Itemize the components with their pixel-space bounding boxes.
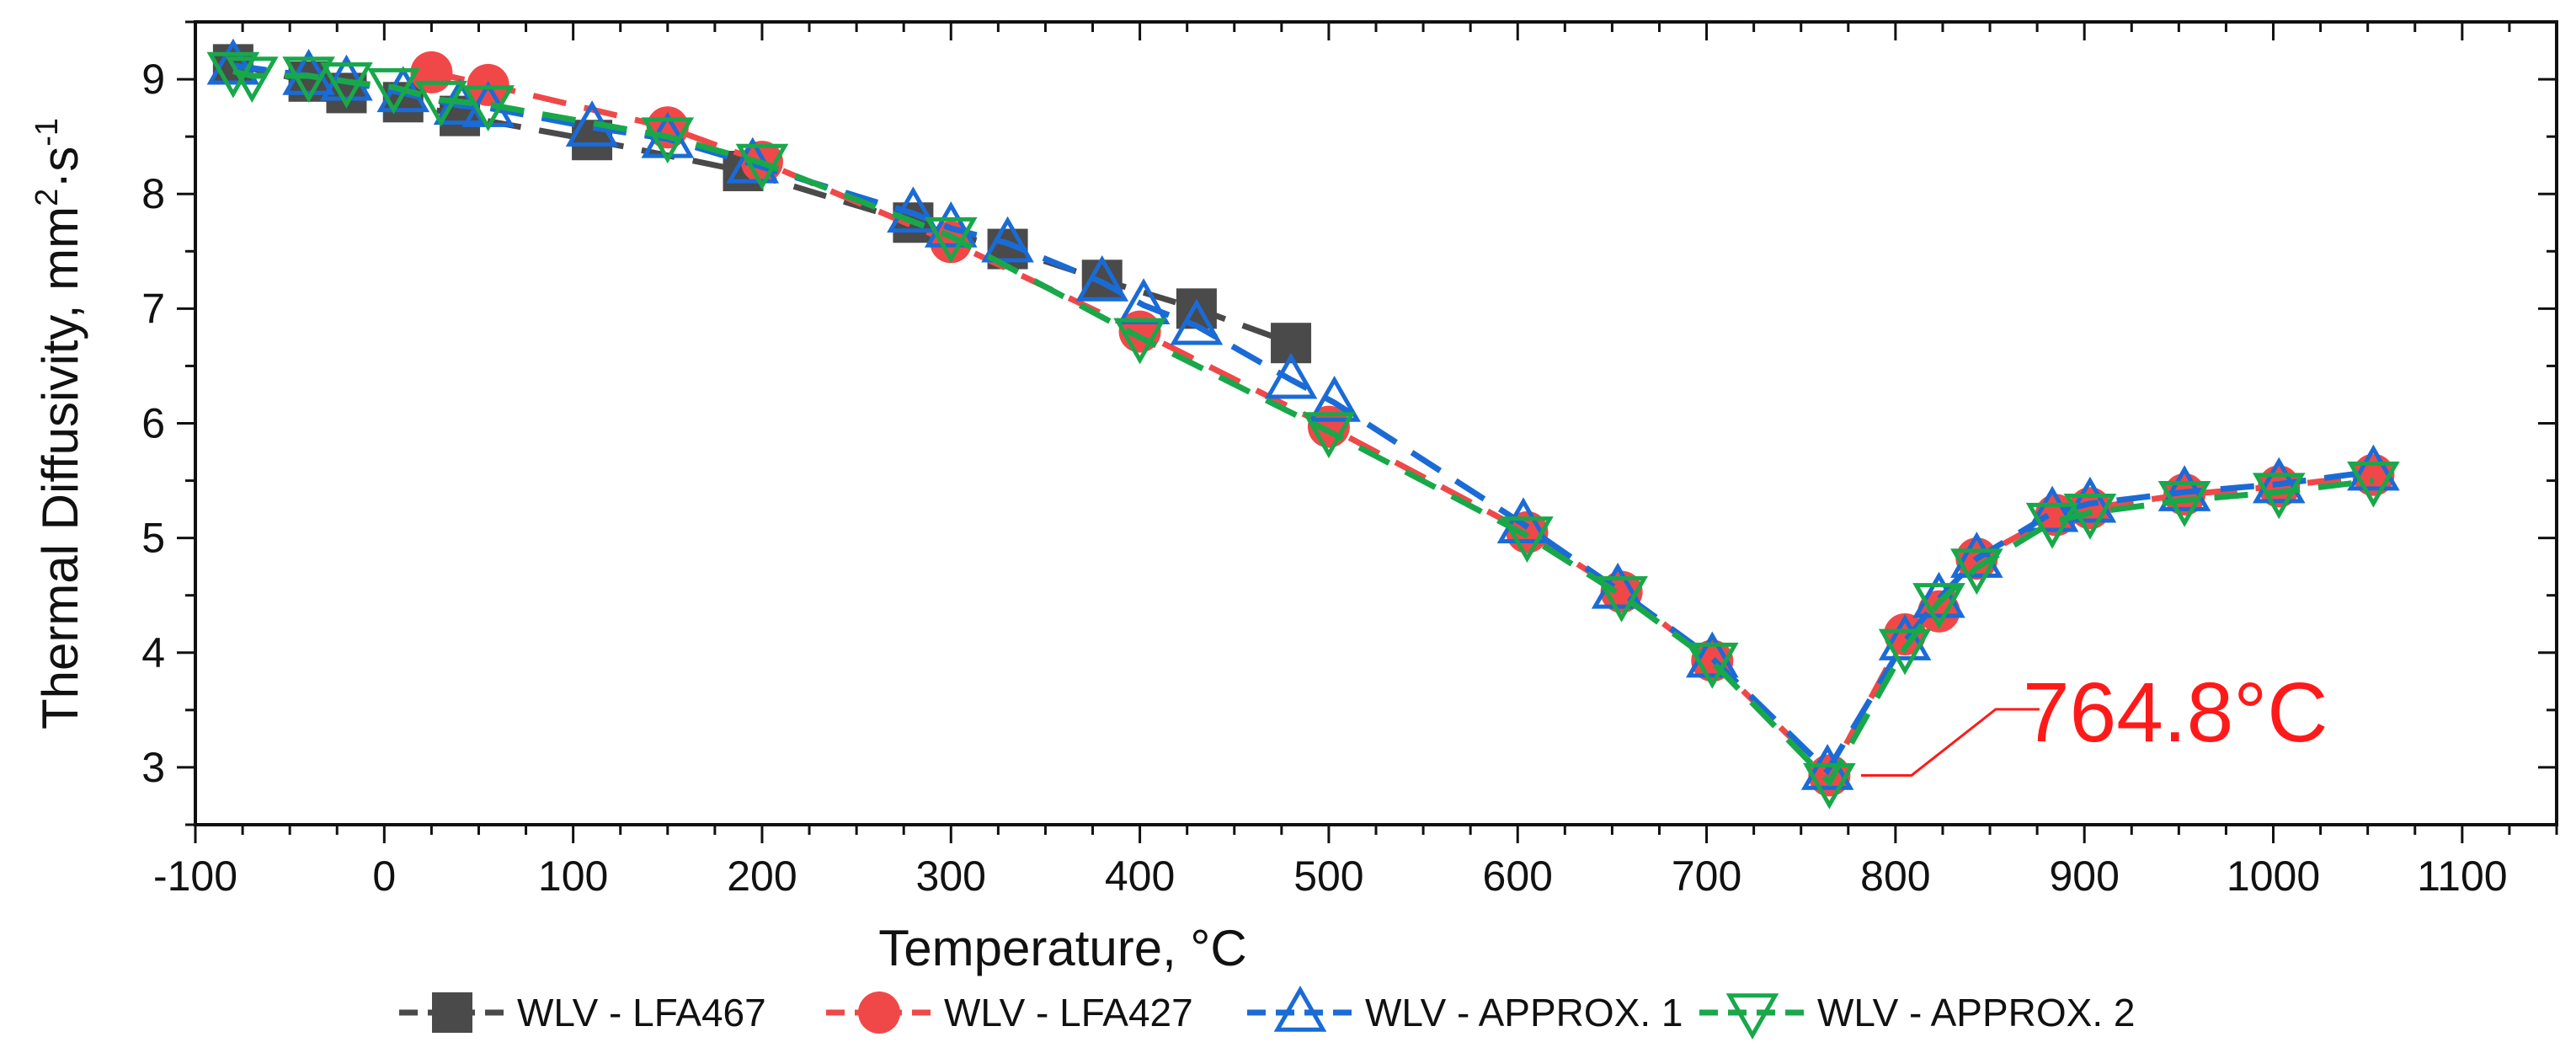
x-tick-label: 100 (538, 853, 608, 900)
data-point (2157, 465, 2211, 511)
data-point (1685, 631, 1739, 678)
y-tick-label: 7 (141, 285, 165, 332)
x-tick-label: 500 (1293, 853, 1363, 900)
axis-titles: Temperature, °C Thermal Diffusivity, mm2… (29, 118, 1247, 976)
data-point (1075, 255, 1129, 302)
legend-label: WLV - LFA467 (517, 991, 766, 1034)
y-tick-label: 4 (141, 629, 165, 676)
data-point (1302, 412, 1356, 459)
data-point (414, 80, 467, 127)
data-point (2063, 493, 2117, 540)
legend-item-4: WLV - APPROX. 2 (1699, 991, 2135, 1040)
legend-marker (858, 992, 900, 1034)
legend-marker (432, 992, 472, 1033)
data-point (2347, 444, 2400, 491)
data-point (1595, 575, 1648, 623)
y-tick-label: 3 (141, 744, 165, 791)
data-point (924, 201, 978, 248)
series-group (206, 38, 2400, 810)
x-tick-label: 600 (1483, 853, 1553, 900)
series-line (232, 68, 2374, 788)
legend-marker (1725, 993, 1779, 1040)
data-point (367, 67, 420, 115)
y-tick-label: 8 (141, 170, 165, 217)
data-point (1878, 614, 1932, 660)
x-tick-label: 400 (1105, 853, 1175, 900)
data-point (924, 216, 978, 264)
data-point (1176, 288, 1217, 329)
data-point (206, 38, 260, 85)
y-tick-label: 9 (141, 56, 165, 103)
legend: WLV - LFA467 WLV - LFA427 WLV - APPROX. 1 W… (399, 985, 2135, 1040)
legend-item-1: WLV - LFA467 (399, 991, 766, 1034)
x-tick-label: 800 (1860, 853, 1930, 900)
series-4 (206, 51, 2400, 810)
data-point (1308, 375, 1361, 422)
data-point (2347, 461, 2400, 508)
data-point (206, 51, 260, 99)
x-tick-label: 0 (372, 853, 396, 900)
data-point (1878, 628, 1932, 676)
data-point (1501, 516, 1554, 563)
data-point (2157, 480, 2211, 527)
legend-item-2: WLV - LFA427 (826, 991, 1193, 1034)
annotation-group: 764.8°C (1860, 665, 2328, 777)
data-point (1912, 583, 1965, 629)
annotation-leader-line (1860, 708, 2040, 777)
data-point (2025, 485, 2079, 532)
data-point (1803, 762, 1856, 810)
x-tick-label: -100 (153, 853, 237, 900)
legend-item-3: WLV - APPROX. 1 (1247, 985, 1683, 1034)
data-point (2025, 502, 2079, 549)
data-point (2063, 476, 2117, 523)
legend-label: WLV - APPROX. 2 (1817, 991, 2135, 1034)
y-tick-label: 6 (141, 400, 165, 447)
x-tick-label: 300 (916, 853, 986, 900)
annotation-label: 764.8°C (2023, 665, 2328, 760)
data-point (1685, 642, 1739, 689)
legend-label: WLV - APPROX. 1 (1365, 991, 1683, 1034)
x-tick-label: 1000 (2227, 853, 2320, 900)
data-point (1496, 497, 1550, 544)
data-point (1170, 298, 1224, 345)
x-tick-label: 900 (2049, 853, 2119, 900)
x-tick-label: 700 (1672, 853, 1741, 900)
data-point (1917, 590, 1960, 633)
data-point (225, 56, 279, 104)
data-point (2252, 457, 2306, 504)
y-axis-title: Thermal Diffusivity, mm2·s-1 (29, 118, 88, 730)
data-point (282, 56, 335, 104)
x-tick-label: 200 (727, 853, 797, 900)
data-point (1912, 571, 1965, 618)
data-point (320, 54, 373, 101)
data-point (1950, 548, 2003, 596)
data-point (461, 85, 515, 132)
data-point (1264, 352, 1318, 399)
x-axis-title: Temperature, °C (878, 920, 1247, 976)
x-tick-label: 1100 (2417, 853, 2508, 900)
data-point (1113, 318, 1166, 365)
data-point (887, 186, 940, 233)
data-point (735, 143, 789, 190)
y-tick-label: 5 (141, 515, 165, 562)
data-point (641, 117, 695, 164)
series-line (232, 62, 2374, 776)
data-point (320, 62, 373, 109)
data-point (2252, 473, 2306, 520)
data-point (1950, 532, 2003, 578)
legend-marker (1273, 985, 1327, 1032)
data-point (981, 216, 1034, 263)
axes: -100 0 100 200 300 400 500 600 700 800 900 1000 1100… (141, 20, 2558, 900)
legend-label: WLV - LFA427 (944, 991, 1193, 1034)
